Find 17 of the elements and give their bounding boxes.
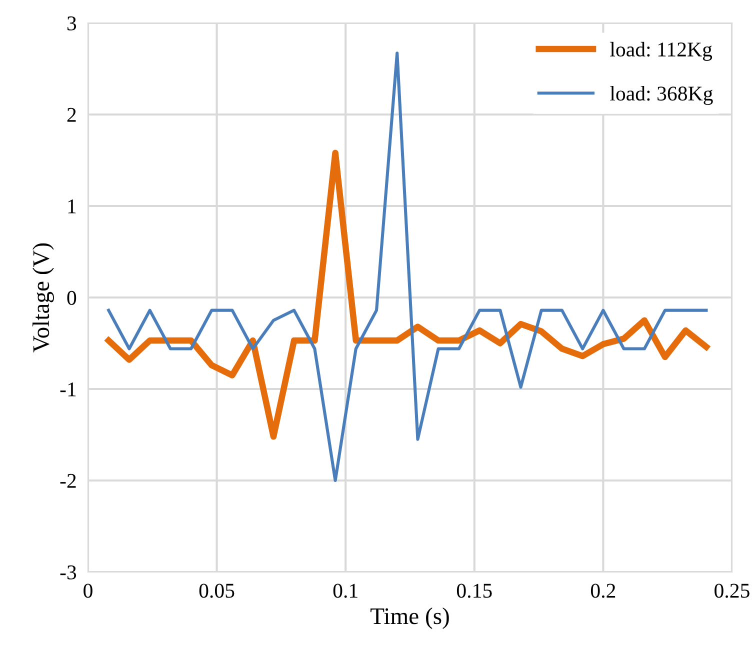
y-tick-label: 2 [67,108,76,122]
y-tick-label: -2 [60,474,76,488]
y-tick-label: 0 [67,290,76,305]
x-tick-label: 0.05 [199,584,234,598]
x-axis-title: Time (s) [370,608,449,629]
y-tick-label: -3 [60,565,76,580]
x-tick-label: 0.25 [714,584,750,598]
y-axis-title: Voltage (V) [32,243,54,352]
y-tick-label: 3 [67,16,76,30]
y-tick-label: 1 [68,199,76,214]
x-tick-label: 0.2 [590,584,616,598]
x-tick-label: 0.15 [456,584,492,598]
x-tick-label: 0 [84,584,92,598]
legend-label: load: 368Kg [610,86,713,105]
y-tick-label: -1 [60,382,76,396]
x-tick-label: 0.1 [333,584,358,598]
legend-label: load: 112Kg [610,42,712,61]
